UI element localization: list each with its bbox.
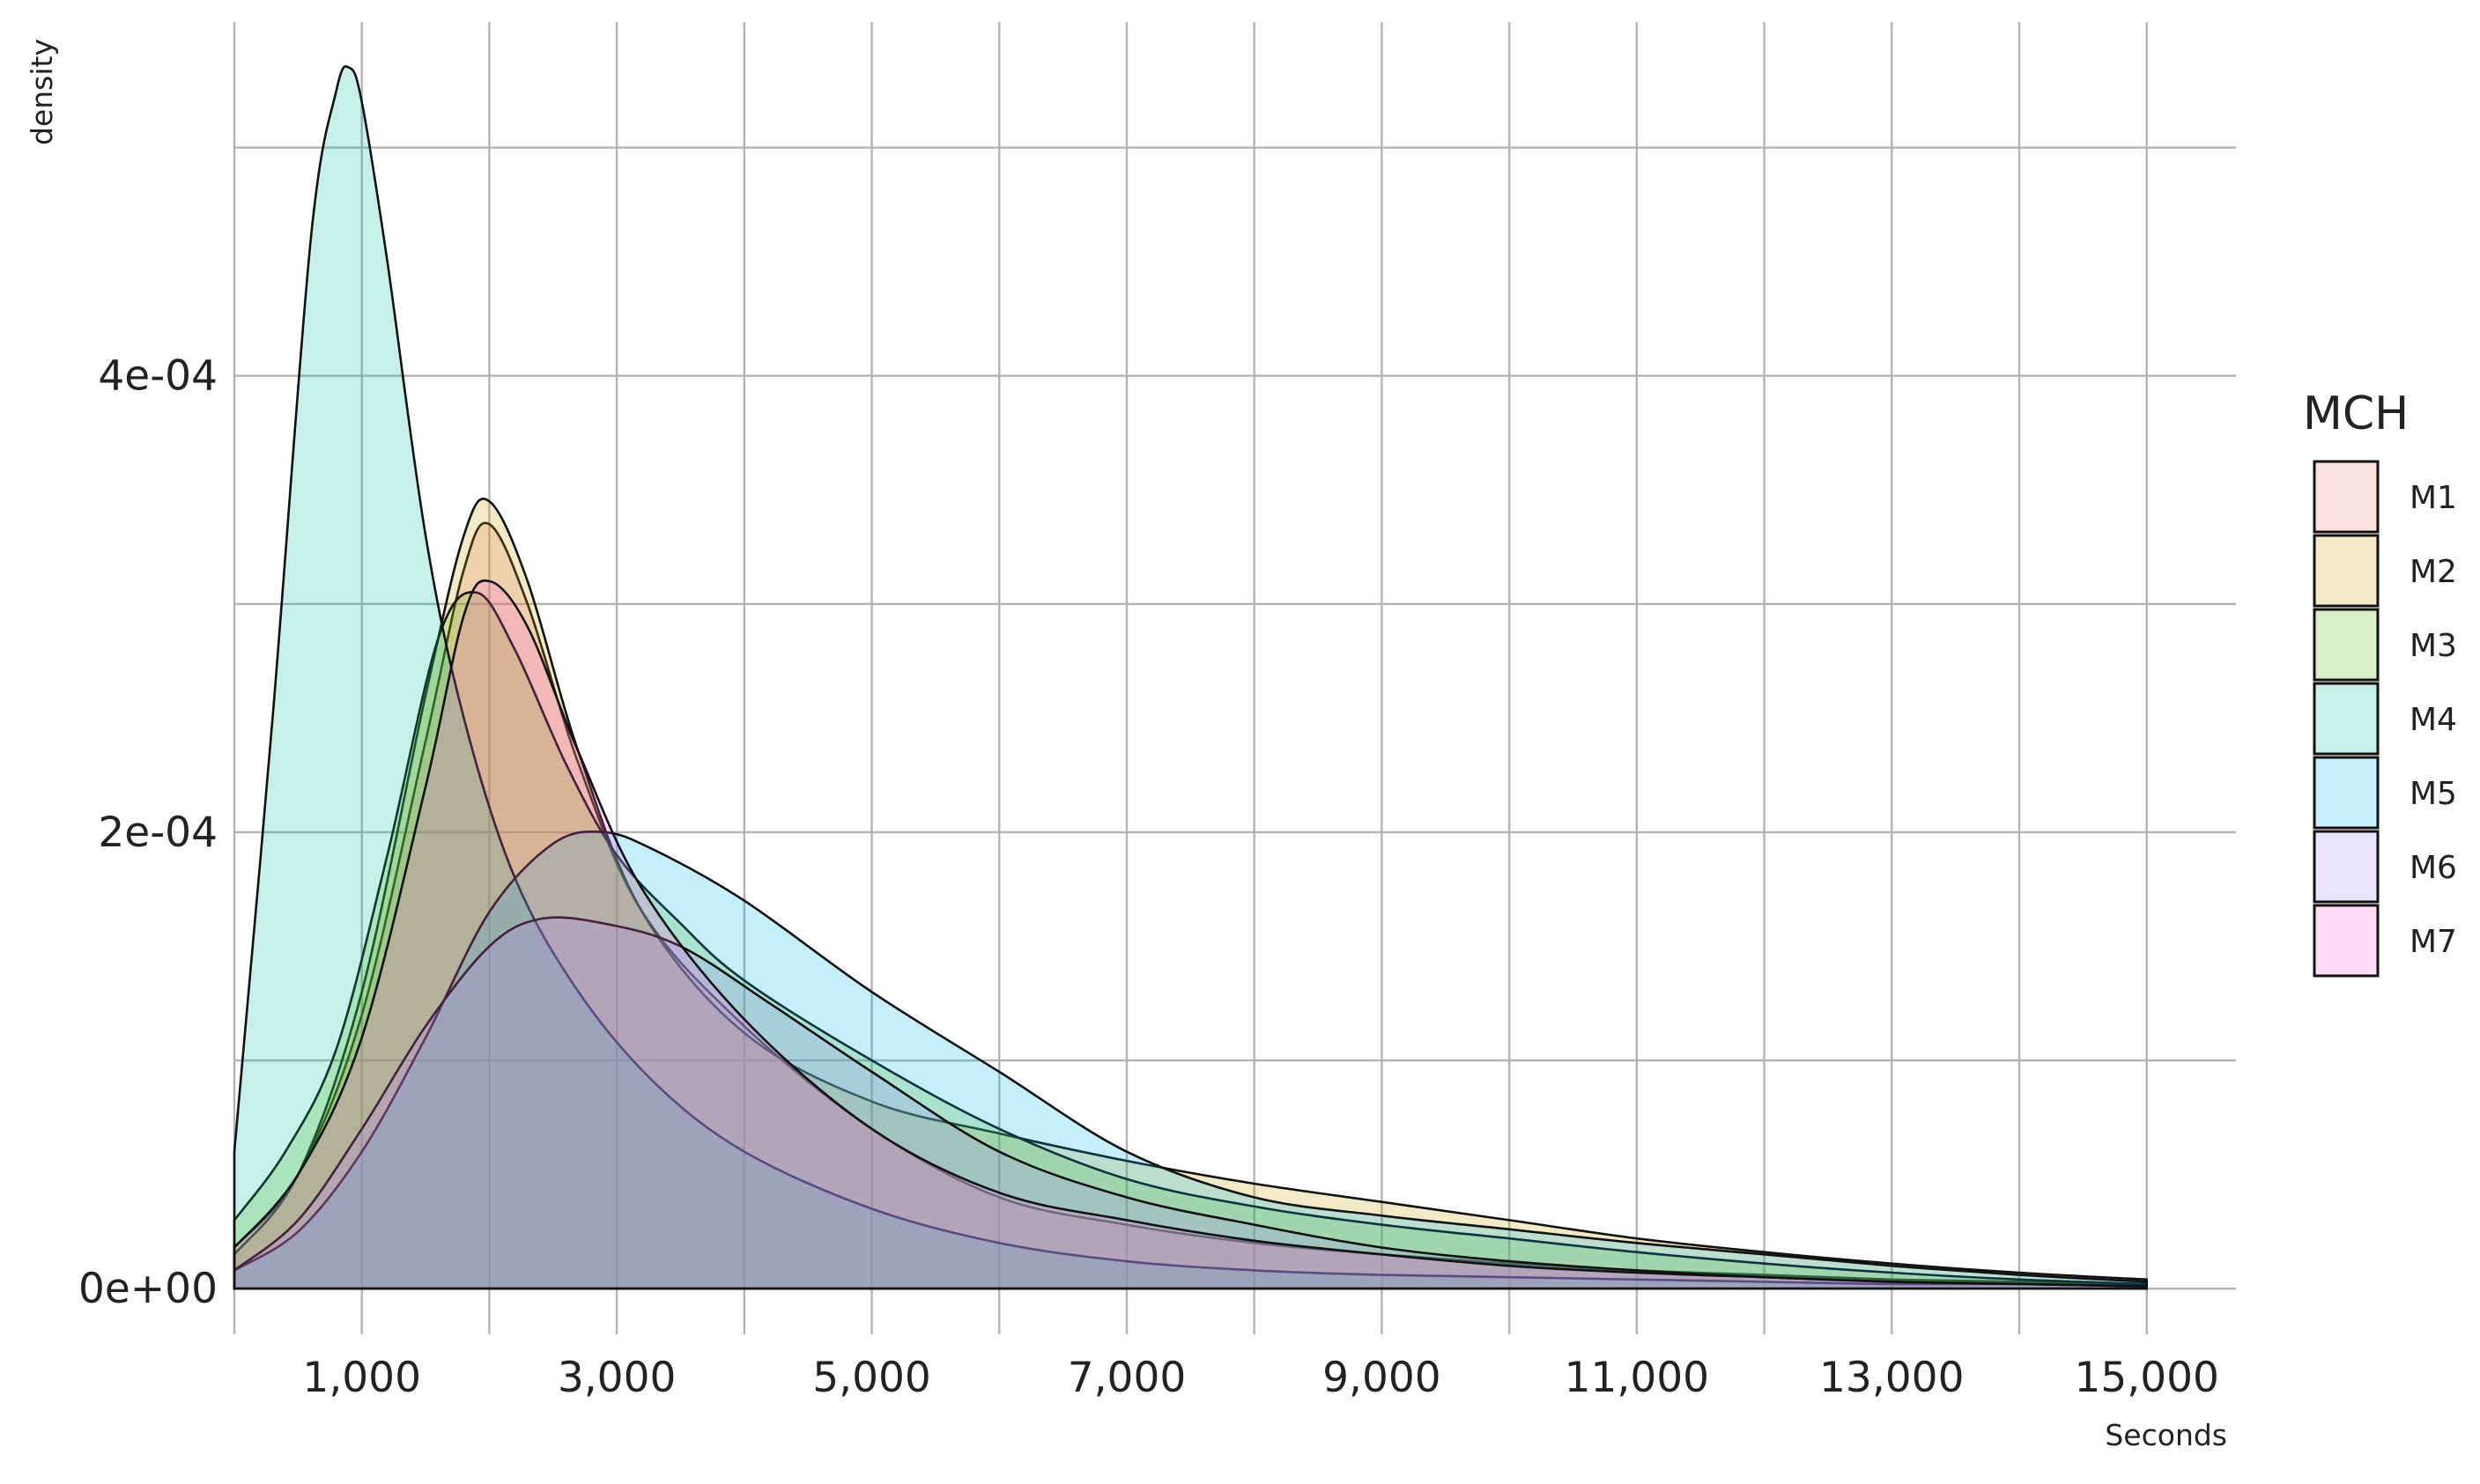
legend-label: M5 [2410, 776, 2457, 812]
legend-key [2313, 608, 2380, 682]
legend-key-background [2313, 608, 2380, 682]
legend-label: M2 [2410, 554, 2457, 590]
legend-item-m2: M2 [2313, 534, 2457, 608]
legend-key-background [2313, 904, 2380, 978]
legend-key-background [2313, 460, 2380, 534]
x-tick-label: 5,000 [812, 1354, 931, 1402]
legend-label: M1 [2410, 480, 2457, 516]
y-tick-label: 2e-04 [98, 808, 218, 857]
x-tick-label: 13,000 [1819, 1354, 1964, 1402]
legend-key [2313, 682, 2380, 756]
legend-label: M4 [2410, 702, 2457, 738]
y-tick-label: 0e+00 [78, 1265, 218, 1313]
x-tick-label: 7,000 [1068, 1354, 1187, 1402]
grid-layer [233, 22, 2236, 1334]
legend: MCH M1 M2 M3 M4 M5 M6 M7 [2303, 388, 2457, 978]
x-tick-label: 9,000 [1322, 1354, 1441, 1402]
x-axis-title: Seconds [2105, 1418, 2227, 1452]
x-tick-label: 11,000 [1565, 1354, 1709, 1402]
density-area-m3 [233, 591, 2148, 1290]
tick-labels: 0e+00 2e-04 4e-04 1,000 3,000 5,000 7,000 9,000… [78, 352, 2219, 1402]
legend-items: M1 M2 M3 M4 M5 M6 M7 [2313, 460, 2457, 978]
legend-item-m4: M4 [2313, 682, 2457, 756]
x-tick-label: 1,000 [302, 1354, 421, 1402]
legend-label: M3 [2410, 628, 2457, 664]
y-axis-title: density [25, 39, 59, 145]
legend-key [2313, 756, 2380, 830]
legend-key-background [2313, 534, 2380, 608]
series-layer [233, 65, 2148, 1290]
legend-key-background [2313, 830, 2380, 904]
legend-key-background [2313, 682, 2380, 756]
density-area-m7 [233, 580, 2148, 1290]
density-area-m4 [233, 65, 2148, 1290]
legend-key [2313, 904, 2380, 978]
legend-key [2313, 534, 2380, 608]
legend-title: MCH [2303, 388, 2409, 440]
legend-key [2313, 830, 2380, 904]
legend-key-background [2313, 756, 2380, 830]
density-area-m5 [233, 830, 2148, 1290]
legend-item-m3: M3 [2313, 608, 2457, 682]
legend-item-m6: M6 [2313, 830, 2457, 904]
legend-key [2313, 460, 2380, 534]
legend-label: M7 [2410, 924, 2457, 960]
density-area-m2 [233, 498, 2148, 1290]
legend-label: M6 [2410, 850, 2457, 886]
legend-item-m1: M1 [2313, 460, 2457, 534]
legend-item-m5: M5 [2313, 756, 2457, 830]
y-tick-label: 4e-04 [98, 352, 218, 401]
legend-item-m7: M7 [2313, 904, 2457, 978]
x-tick-label: 15,000 [2074, 1354, 2218, 1402]
x-tick-label: 3,000 [558, 1354, 677, 1402]
